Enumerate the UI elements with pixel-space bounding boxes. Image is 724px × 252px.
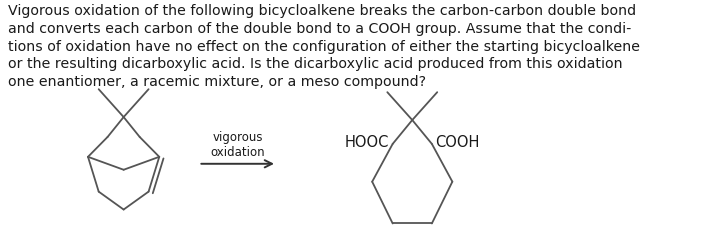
Text: Vigorous oxidation of the following bicycloalkene breaks the carbon-carbon doubl: Vigorous oxidation of the following bicy…: [9, 5, 641, 88]
Text: COOH: COOH: [435, 135, 480, 150]
Text: HOOC: HOOC: [345, 135, 389, 150]
Text: vigorous
oxidation: vigorous oxidation: [211, 130, 265, 158]
